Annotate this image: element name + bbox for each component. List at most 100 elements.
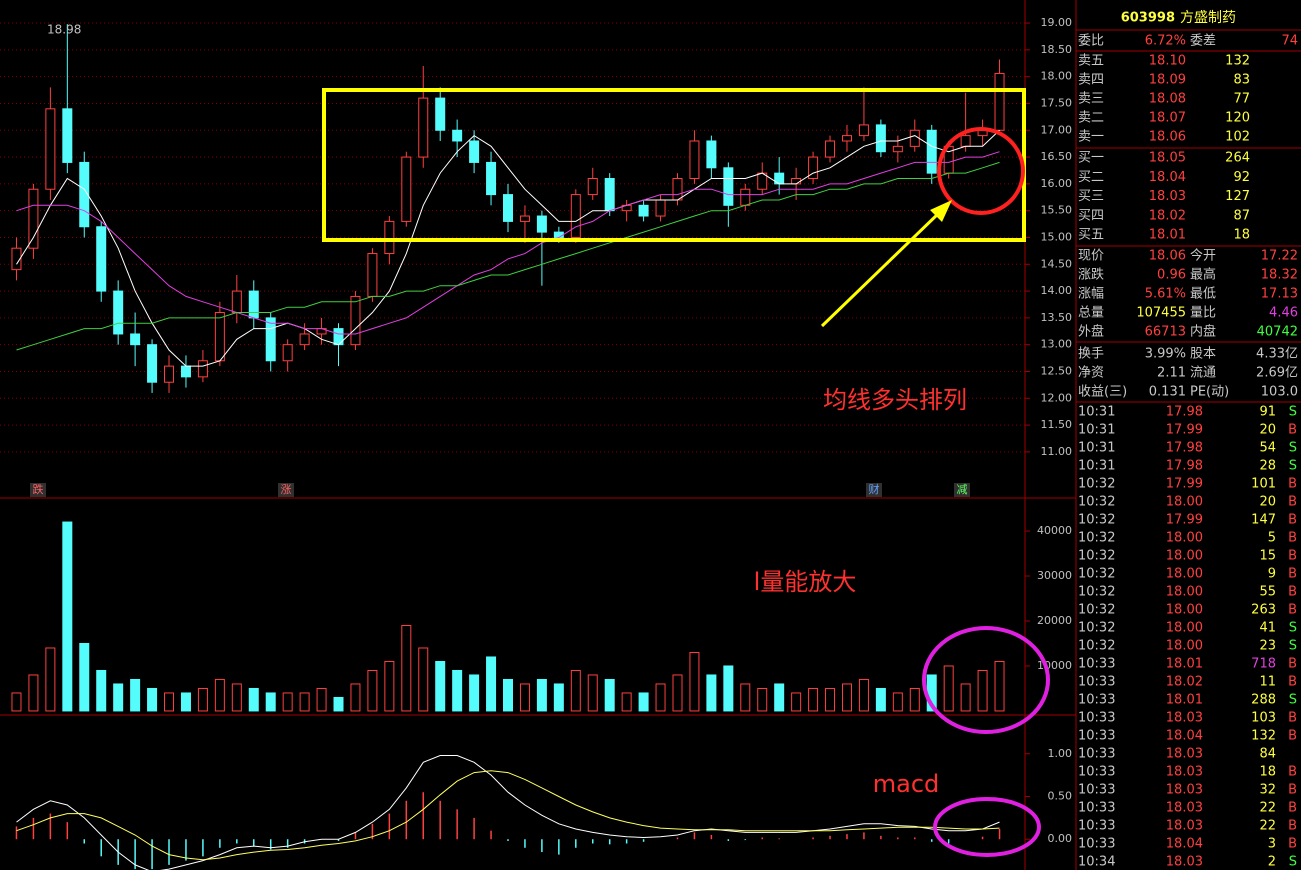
volume-bar <box>164 692 175 712</box>
quote-cell: 132 <box>1251 729 1276 744</box>
quote-cell: 4.33亿 <box>1256 347 1298 362</box>
quote-cell: 18.04 <box>1166 837 1203 852</box>
quote-cell: 3.99% <box>1145 347 1186 362</box>
quote-cell: B <box>1288 783 1297 798</box>
candle-body <box>469 140 480 163</box>
quote-cell: B <box>1288 423 1297 438</box>
indicator-line <box>16 151 1000 335</box>
quote-cell: 18.03 <box>1166 711 1203 726</box>
quote-cell: 17.13 <box>1261 287 1298 302</box>
candle-body <box>994 72 1005 131</box>
quote-cell: 10:33 <box>1078 765 1115 780</box>
event-label: 涨 <box>281 483 292 496</box>
quote-cell: 18.03 <box>1166 783 1203 798</box>
candle-body <box>536 215 547 233</box>
volume-bar <box>248 687 259 712</box>
quote-cell: 22 <box>1259 819 1276 834</box>
volume-bar <box>570 669 581 712</box>
quote-cell: 涨幅 <box>1078 287 1104 302</box>
candle-body <box>28 188 39 249</box>
quote-cell: 147 <box>1251 513 1276 528</box>
quote-cell: 卖三 <box>1078 92 1104 107</box>
quote-cell: 18.06 <box>1149 130 1186 145</box>
quote-cell: S <box>1289 441 1297 456</box>
candle-body <box>248 290 259 319</box>
candle-body <box>892 145 903 153</box>
event-label: 减 <box>957 483 968 496</box>
candle-body <box>350 295 361 346</box>
quote-cell: B <box>1288 657 1297 672</box>
quote-cell: 总量 <box>1078 306 1104 321</box>
quote-cell: S <box>1289 855 1297 870</box>
volume-bar <box>943 665 954 712</box>
candle-body <box>367 253 378 297</box>
quote-cell: 18.02 <box>1149 208 1186 223</box>
volume-bar <box>706 674 717 712</box>
quote-cell: 0.96 <box>1157 268 1186 283</box>
volume-bar <box>11 692 22 712</box>
quote-cell: 18.03 <box>1166 855 1203 870</box>
quote-cell: 10:33 <box>1078 819 1115 834</box>
quote-cell: 10:33 <box>1078 729 1115 744</box>
quote-cell: 9 <box>1268 567 1276 582</box>
quote-cell: 18.00 <box>1166 639 1203 654</box>
volume-bar <box>367 669 378 712</box>
y-tick-label: 16.00 <box>1041 177 1073 190</box>
quote-cell: 收益(三) <box>1078 385 1127 400</box>
volume-bar <box>214 678 225 712</box>
quote-cell: 量比 <box>1190 306 1216 321</box>
quote-cell: 股本 <box>1190 347 1216 362</box>
event-box <box>30 483 46 497</box>
volume-bar <box>757 687 768 712</box>
candle-body <box>519 215 530 222</box>
volume-bar <box>401 624 412 712</box>
volume-bar <box>960 683 971 712</box>
quote-cell: 17.99 <box>1166 513 1203 528</box>
quote-cell: 18.09 <box>1149 73 1186 88</box>
quote-cell: 10:31 <box>1078 459 1115 474</box>
candle-body <box>825 140 836 158</box>
volume-bar <box>62 521 73 712</box>
candle-body <box>706 140 717 169</box>
candle-body <box>401 156 412 222</box>
volume-bar <box>672 674 683 712</box>
event-label: 财 <box>869 482 880 496</box>
quote-cell: 264 <box>1225 151 1250 166</box>
quote-cell: 18.05 <box>1149 151 1186 166</box>
quote-cell: 127 <box>1225 189 1250 204</box>
quote-cell: S <box>1289 693 1297 708</box>
y-tick-label: 18.50 <box>1041 43 1073 56</box>
quote-cell: 净资 <box>1078 366 1104 381</box>
quote-cell: 18.00 <box>1166 495 1203 510</box>
quote-cell: 101 <box>1251 477 1276 492</box>
candle-body <box>909 129 920 147</box>
quote-cell: 5 <box>1268 531 1276 546</box>
arrow-head <box>930 200 952 222</box>
volume-bar <box>536 678 547 712</box>
quote-cell: 263 <box>1251 603 1276 618</box>
volume-bar <box>333 696 344 712</box>
quote-cell: 委比 <box>1078 34 1104 49</box>
quote-cell: 卖二 <box>1078 111 1104 126</box>
quote-cell: 5.61% <box>1145 287 1186 302</box>
quote-cell: 18.01 <box>1149 228 1186 243</box>
quote-cell: 28 <box>1259 459 1276 474</box>
volume-bar <box>282 692 293 712</box>
y-tick-label: 11.00 <box>1041 445 1073 458</box>
quote-cell: 10:33 <box>1078 657 1115 672</box>
quote-cell: 委差 <box>1190 34 1216 49</box>
volume-bar <box>621 692 632 712</box>
quote-cell: 18.03 <box>1166 747 1203 762</box>
quote-cell: 18.03 <box>1166 765 1203 780</box>
stock-code: 603998 <box>1121 11 1175 26</box>
y-tick-label: 13.50 <box>1041 311 1073 324</box>
y-tick-label: 16.50 <box>1041 150 1073 163</box>
candle-body <box>587 178 598 196</box>
quote-cell: 换手 <box>1078 347 1104 362</box>
candle-body <box>841 135 852 142</box>
candle-body <box>808 156 819 180</box>
quote-cell: S <box>1289 459 1297 474</box>
volume-bar <box>418 647 429 712</box>
